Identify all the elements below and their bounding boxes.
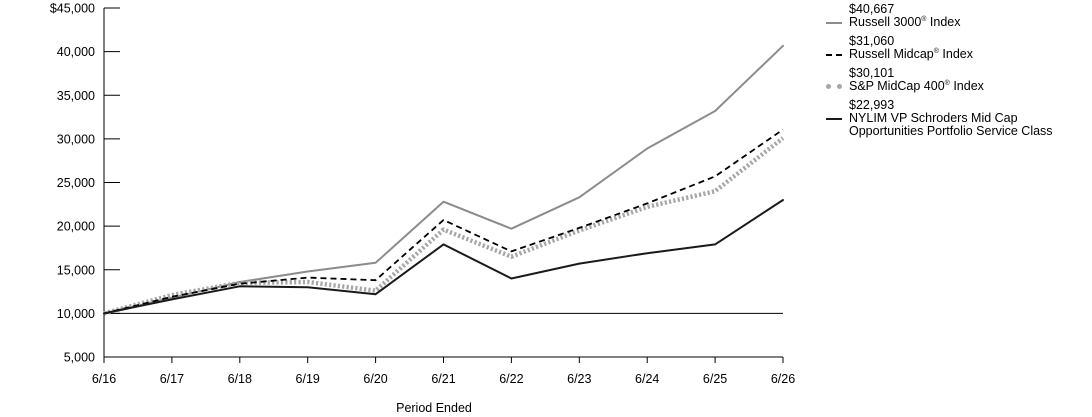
legend-series-suffix: Index [926, 15, 961, 29]
y-tick-label: $45,000 [50, 2, 95, 16]
x-tick-label: 6/25 [703, 372, 727, 386]
x-tick-label: 6/20 [363, 372, 387, 386]
legend-swatch-russellmidcap [826, 54, 842, 56]
legend-ending-value: $22,993 [849, 98, 895, 112]
y-tick-label: 10,000 [57, 307, 95, 321]
legend-swatch-nylim [826, 118, 842, 120]
x-tick-label: 6/26 [771, 372, 795, 386]
x-tick-label: 6/24 [635, 372, 659, 386]
x-axis-label: Period Ended [396, 401, 472, 415]
y-tick-label: 25,000 [57, 176, 95, 190]
series-line-russell3000 [103, 44, 784, 315]
series-line-nylim [103, 199, 784, 315]
x-tick-label: 6/18 [228, 372, 252, 386]
y-axis: 5,000 10,000 15,000 20,000 25,000 30,000 35,00… [50, 2, 120, 365]
legend-item-nylim: $22,993 NYLIM VP Schroders Mid Cap Opport… [826, 99, 1088, 138]
legend-item-russell3000: $40,667 Russell 3000® Index [826, 3, 1088, 29]
series-line-russellmidcap [103, 128, 784, 315]
legend-swatch-sp400 [826, 84, 842, 89]
legend-series-suffix: Index [949, 79, 984, 93]
registered-mark: ® [933, 47, 939, 55]
legend: $40,667 Russell 3000® Index $31,060 Russell… [826, 3, 1088, 144]
legend-ending-value: $31,060 [849, 34, 895, 48]
legend-series-name: S&P MidCap 400® Index [849, 80, 1088, 93]
x-tick-label: 6/17 [160, 372, 184, 386]
legend-ending-value: $40,667 [849, 2, 895, 16]
y-tick-label: 35,000 [57, 89, 95, 103]
legend-series-name: NYLIM VP Schroders Mid Cap Opportunities… [849, 112, 1088, 138]
legend-item-sp400: $30,101 S&P MidCap 400® Index [826, 67, 1088, 93]
y-tick-label: 20,000 [57, 220, 95, 234]
y-tick-label: 15,000 [57, 263, 95, 277]
registered-mark: ® [944, 79, 950, 87]
legend-ending-value: $30,101 [849, 66, 895, 80]
x-tick-label: 6/22 [499, 372, 523, 386]
series-line-sp400 [103, 136, 785, 316]
x-axis: 6/16 6/17 6/18 6/19 6/20 6/21 6/22 6/23 6/24 6/25… [92, 356, 795, 386]
x-tick-label: 6/21 [431, 372, 455, 386]
legend-series-name-text: Russell 3000 [849, 15, 922, 29]
legend-series-name: Russell 3000® Index [849, 16, 1088, 29]
x-tick-label: 6/23 [567, 372, 591, 386]
x-tick-label: 6/16 [92, 372, 116, 386]
legend-series-name: Russell Midcap® Index [849, 48, 1088, 61]
y-tick-label: 5,000 [64, 351, 95, 365]
series-lines [103, 44, 785, 316]
x-tick-label: 6/19 [296, 372, 320, 386]
legend-series-suffix: Index [938, 47, 973, 61]
legend-series-name-text: S&P MidCap 400 [849, 79, 945, 93]
y-tick-label: 30,000 [57, 132, 95, 146]
legend-series-name-text: Russell Midcap [849, 47, 934, 61]
legend-item-russellmidcap: $31,060 Russell Midcap® Index [826, 35, 1088, 61]
registered-mark: ® [921, 15, 927, 23]
legend-series-name-text: NYLIM VP Schroders Mid Cap Opportunities… [849, 111, 1053, 138]
y-tick-label: 40,000 [57, 45, 95, 59]
legend-swatch-russell3000 [826, 22, 842, 24]
